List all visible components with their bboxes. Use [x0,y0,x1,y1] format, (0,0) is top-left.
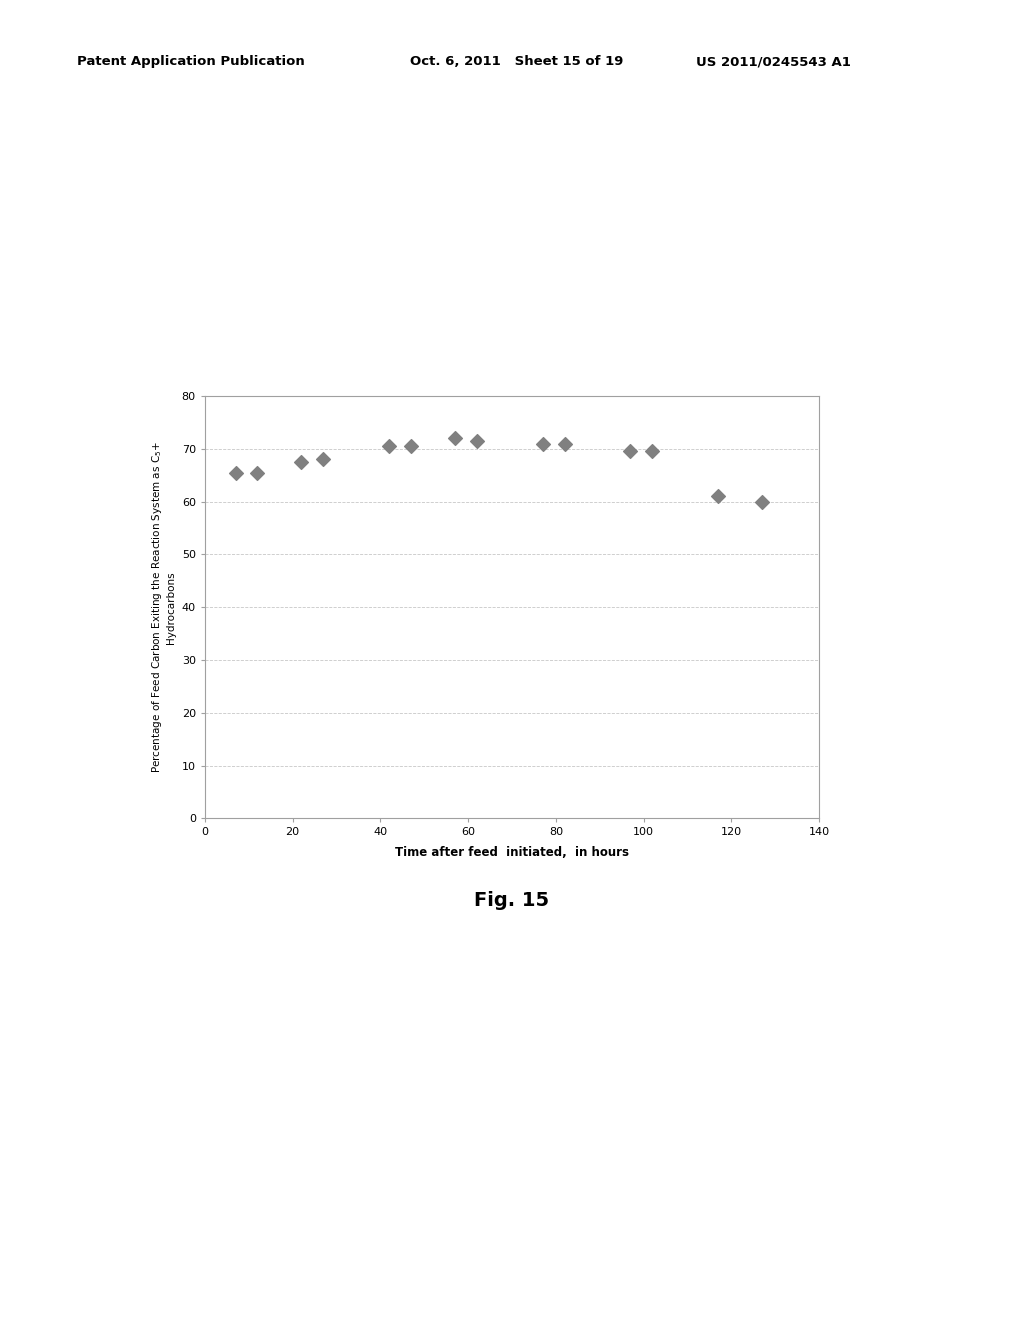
Point [556,433,572,454]
Text: Oct. 6, 2011   Sheet 15 of 19: Oct. 6, 2011 Sheet 15 of 19 [410,55,623,69]
Point [402,436,419,457]
Point [535,433,551,454]
Point [710,486,726,507]
Point [249,462,265,483]
Point [469,430,485,451]
Point [227,462,244,483]
Point [754,491,770,512]
Point [446,428,463,449]
Point [315,449,332,470]
Text: Fig. 15: Fig. 15 [474,891,550,909]
Point [623,441,639,462]
Text: Patent Application Publication: Patent Application Publication [77,55,304,69]
Text: US 2011/0245543 A1: US 2011/0245543 A1 [696,55,851,69]
Y-axis label: Percentage of Feed Carbon Exiting the Reaction System as C$_5$+
Hydrocarbons: Percentage of Feed Carbon Exiting the Re… [151,441,176,774]
Point [293,451,309,473]
Point [381,436,397,457]
X-axis label: Time after feed  initiated,  in hours: Time after feed initiated, in hours [395,846,629,859]
Point [644,441,660,462]
